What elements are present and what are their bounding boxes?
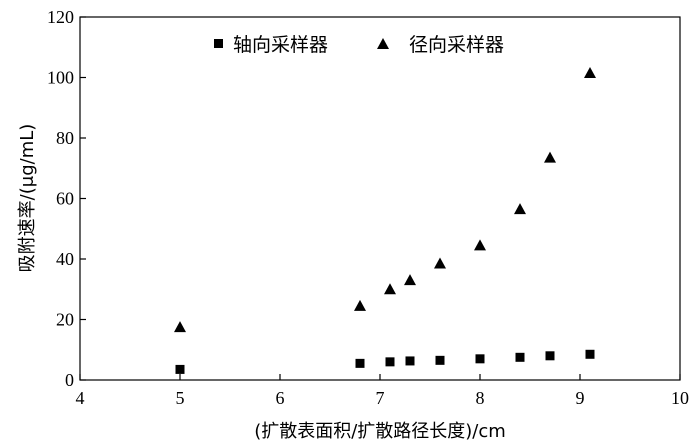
data-point-triangle [354,299,366,311]
y-tick-label: 80 [56,128,74,148]
data-point-triangle [474,239,486,251]
data-point-triangle [514,203,526,215]
x-tick-label: 5 [176,388,185,408]
data-point-square [405,356,415,366]
data-point-square [475,354,485,364]
data-point-square [435,355,445,365]
data-point-square [385,357,395,367]
data-points [174,66,596,374]
y-tick-label: 60 [56,189,74,209]
legend-marker-triangle [377,38,389,49]
legend-label-axial: 轴向采样器 [233,34,328,56]
axis-ticks [79,16,681,381]
legend: 轴向采样器 径向采样器 [214,34,504,56]
y-tick-label: 100 [47,68,74,88]
data-point-triangle [544,151,556,163]
legend-marker-square [214,39,223,48]
x-tick-label: 10 [671,388,689,408]
y-tick-label: 40 [56,249,74,269]
y-tick-label: 20 [56,310,74,330]
x-tick-label: 4 [76,388,85,408]
x-tick-label: 6 [276,388,285,408]
legend-label-radial: 径向采样器 [409,34,504,56]
x-tick-label: 7 [376,388,385,408]
data-point-square [175,364,185,374]
data-point-square [515,352,525,362]
data-point-triangle [174,321,186,333]
data-point-triangle [434,257,446,269]
data-point-triangle [584,66,596,78]
y-axis-label: 吸附速率/(μg/mL) [17,124,38,273]
data-point-square [585,349,595,359]
x-tick-label: 9 [576,388,585,408]
data-point-square [545,351,555,361]
y-tick-label: 120 [47,7,74,27]
x-axis-label: (扩散表面积/扩散路径长度)/cm [254,421,506,442]
x-tick-label: 8 [476,388,485,408]
data-point-triangle [404,274,416,286]
data-point-triangle [384,283,396,295]
y-tick-label: 0 [65,370,74,390]
data-point-square [355,358,365,368]
